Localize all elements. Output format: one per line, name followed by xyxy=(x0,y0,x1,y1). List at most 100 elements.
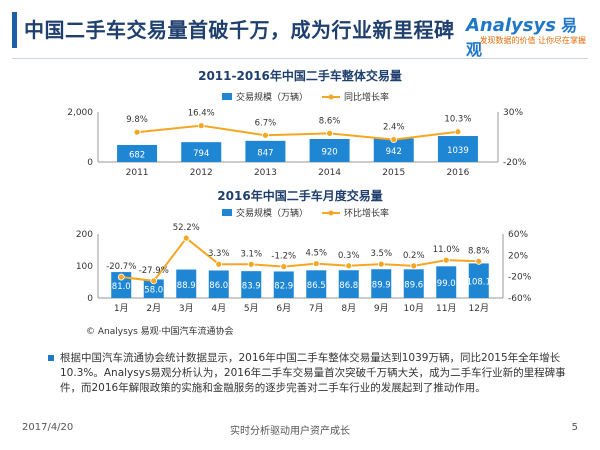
chart-1-growth-point xyxy=(442,256,450,264)
chart-0-bar-label: 920 xyxy=(321,148,337,158)
chart-0-title: 2011-2016年中国二手车整体交易量 xyxy=(198,68,402,83)
chart-0-bar xyxy=(181,142,222,162)
page-number: 5 xyxy=(571,422,578,433)
chart-1-bar xyxy=(436,266,457,298)
chart-1-xtick: 4月 xyxy=(211,303,226,314)
chart-0-xtick: 2011 xyxy=(126,168,149,178)
chart-1-bar-label: 58.0 xyxy=(144,286,163,296)
chart-1-bar xyxy=(403,269,424,298)
chart-0-bar xyxy=(437,136,478,162)
chart-1-legend-bar-swatch xyxy=(222,209,232,216)
chart-0-bar-label: 682 xyxy=(129,150,145,160)
chart-0-growth-line xyxy=(136,124,459,141)
chart-1-bar xyxy=(371,269,392,298)
chart-1-growth-label: 3.5% xyxy=(370,249,392,259)
chart-0-ytick: 2,000 xyxy=(67,108,93,118)
brand-logo: Analysys 易观 发现数据的价值 让你尽在掌握 xyxy=(466,12,586,59)
chart-0-y2tick: 30% xyxy=(503,108,523,118)
chart-0-growth-point xyxy=(326,129,333,137)
title-divider xyxy=(12,58,588,59)
chart-0-bar xyxy=(245,140,286,162)
chart-1-bar xyxy=(241,271,262,298)
title-accent-bar xyxy=(12,12,17,48)
chart-1-bar xyxy=(143,279,164,298)
chart-1-xtick: 9月 xyxy=(374,303,389,314)
chart-0-growth-point xyxy=(262,131,269,139)
chart-1-y2tick: -60% xyxy=(508,294,532,304)
chart-1-bar-label: 81.0 xyxy=(112,282,131,292)
chart-1-xtick: 2月 xyxy=(146,303,161,314)
chart-1-bar xyxy=(468,263,489,298)
chart-1-ytick: 100 xyxy=(76,262,93,272)
chart-0-legend-bar-swatch xyxy=(222,93,232,100)
chart-1-growth-label: 0.2% xyxy=(403,251,425,261)
chart-0-legend-line-marker xyxy=(328,94,334,100)
logo-slogan: 发现数据的价值 让你尽在掌握 xyxy=(479,36,586,45)
chart-1-legend-line-marker xyxy=(328,210,334,216)
chart-1-title: 2016年中国二手车月度交易量 xyxy=(217,188,382,203)
bullet-icon xyxy=(48,355,54,361)
logo-brand: Analysys xyxy=(466,15,556,36)
chart-0-growth-point xyxy=(133,128,141,136)
chart-0-xtick: 2013 xyxy=(254,168,277,178)
chart-0-bar-label: 1039 xyxy=(447,146,469,156)
chart-1-bar-label: 89.6 xyxy=(404,281,423,291)
footer-date: 2017/4/20 xyxy=(22,422,74,433)
chart-1-bar-label: 89.9 xyxy=(372,281,391,291)
chart-1-growth-label: 3.3% xyxy=(208,249,230,259)
chart-1-bar-label: 86.8 xyxy=(339,281,358,291)
chart-1-bar xyxy=(208,270,229,298)
chart-1-growth-point xyxy=(475,257,483,265)
chart-0-growth-point xyxy=(390,136,398,144)
chart-0-growth-label: 10.3% xyxy=(444,115,471,125)
chart-1-xtick: 12月 xyxy=(469,303,489,314)
chart-0-growth-label: 6.7% xyxy=(255,118,277,128)
chart-1-growth-point xyxy=(215,260,223,268)
chart-0-xtick: 2016 xyxy=(446,168,469,178)
chart-0-growth-label: 9.8% xyxy=(126,115,148,125)
chart-0-growth-point xyxy=(197,122,205,129)
chart-0-xtick: 2012 xyxy=(190,168,213,178)
chart-0-xtick: 2015 xyxy=(382,168,405,178)
chart-1-bar-label: 83.9 xyxy=(242,282,261,292)
source-credit: © Analysys 易观·中国汽车流通协会 xyxy=(86,325,234,337)
analysis-text: 根据中国汽车流通协会统计数据显示，2016年中国二手车整体交易量达到1039万辆… xyxy=(60,352,566,394)
chart-1-growth-line xyxy=(121,236,479,282)
chart-0-growth-point xyxy=(454,128,462,136)
chart-1-xtick: 6月 xyxy=(276,303,291,314)
chart-0-bar xyxy=(309,139,350,162)
chart-1-ytick: 0 xyxy=(87,294,93,304)
footer-slogan: 实时分析驱动用户资产成长 xyxy=(230,426,350,437)
chart-0-bar-label: 847 xyxy=(257,148,273,158)
chart-1-y2tick: 60% xyxy=(508,230,528,240)
chart-1-xtick: 8月 xyxy=(341,303,356,314)
chart-0-y2tick: -20% xyxy=(503,158,527,168)
chart-1-bar-label: 86.0 xyxy=(209,281,228,291)
chart-1-growth-point xyxy=(345,262,353,270)
page-title: 中国二手车交易量首破千万，成为行业新里程碑 xyxy=(24,18,455,42)
chart-1-xtick: 3月 xyxy=(179,303,194,314)
chart-1-growth-point xyxy=(247,260,255,268)
chart-1-xtick: 5月 xyxy=(244,303,259,314)
chart-0-growth-label: 2.4% xyxy=(383,123,405,133)
chart-0-bar xyxy=(373,138,414,162)
chart-1-xtick: 7月 xyxy=(309,303,324,314)
chart-1-bar xyxy=(273,271,294,298)
chart-1-bar xyxy=(306,270,327,298)
chart-1-bar-label: 82.9 xyxy=(274,282,293,292)
logo-brand-cn: 易观 xyxy=(466,16,578,59)
chart-1-growth-point xyxy=(312,260,320,268)
chart-1-growth-label: 0.3% xyxy=(338,251,360,261)
chart-0-legend-bar-label: 交易规模（万辆） xyxy=(236,91,308,103)
chart-1-bar xyxy=(176,269,197,298)
chart-1-growth-point xyxy=(280,263,288,271)
chart-1-growth-point xyxy=(182,234,190,242)
chart-0-growth-label: 16.4% xyxy=(188,109,215,119)
chart-1-xtick: 1月 xyxy=(114,303,129,314)
chart-1-growth-label: -27.9% xyxy=(139,266,169,276)
chart-1-y2tick: 20% xyxy=(508,251,528,261)
chart-1-growth-label: 3.1% xyxy=(240,249,262,259)
chart-1-growth-point xyxy=(377,260,385,268)
chart-1-bar-label: 99.0 xyxy=(437,279,456,289)
